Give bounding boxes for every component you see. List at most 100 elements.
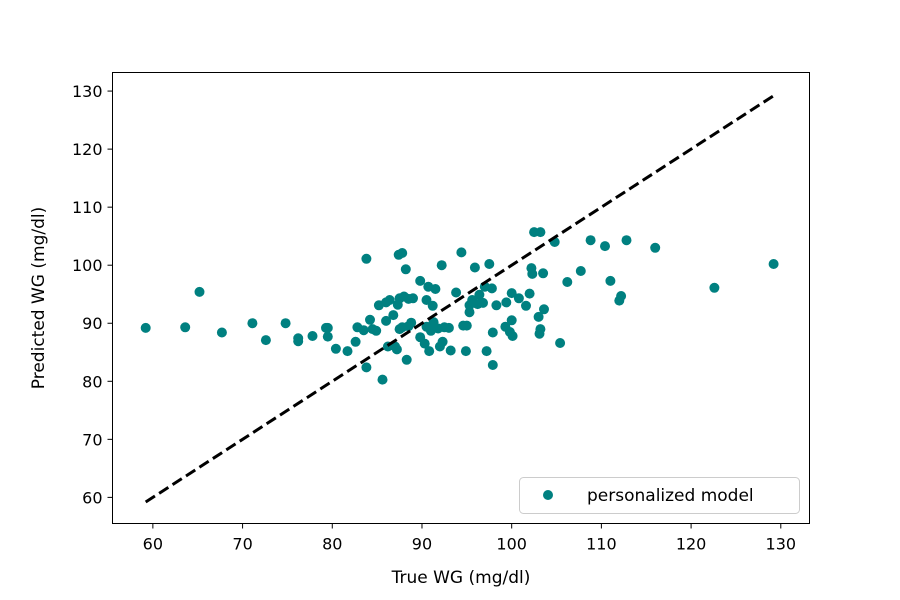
data-point bbox=[406, 317, 417, 328]
axes-frame bbox=[112, 72, 810, 524]
data-point bbox=[768, 259, 779, 269]
x-axis-label: True WG (mg/dl) bbox=[391, 568, 531, 588]
y-tick-label: 80 bbox=[82, 372, 102, 391]
data-point bbox=[621, 235, 632, 246]
legend-box bbox=[519, 477, 800, 514]
data-point bbox=[538, 268, 549, 279]
data-point bbox=[350, 336, 361, 347]
x-tick-label: 120 bbox=[676, 535, 707, 554]
data-point bbox=[443, 322, 454, 333]
data-point bbox=[384, 295, 395, 305]
data-point bbox=[293, 336, 304, 347]
data-point bbox=[427, 300, 438, 311]
data-point bbox=[709, 282, 720, 293]
data-point bbox=[513, 293, 524, 304]
data-point bbox=[307, 331, 318, 341]
data-point bbox=[539, 304, 549, 315]
data-point bbox=[474, 289, 485, 300]
data-point bbox=[650, 242, 661, 253]
data-point bbox=[555, 338, 566, 348]
y-axis-label: Predicted WG (mg/dl) bbox=[29, 207, 49, 389]
data-point bbox=[486, 283, 497, 294]
data-point bbox=[358, 325, 369, 336]
data-point bbox=[478, 297, 488, 308]
y-tick-label: 130 bbox=[72, 82, 103, 101]
data-point bbox=[194, 286, 205, 297]
data-point bbox=[507, 331, 518, 341]
data-point bbox=[524, 288, 535, 299]
data-point bbox=[330, 343, 341, 354]
data-point bbox=[460, 346, 471, 357]
data-point bbox=[322, 331, 333, 342]
data-point bbox=[365, 314, 375, 325]
y-tick-label: 90 bbox=[82, 314, 102, 333]
data-point bbox=[464, 307, 475, 318]
points-layer bbox=[140, 227, 779, 385]
data-point bbox=[456, 247, 467, 258]
data-point bbox=[461, 320, 472, 331]
data-point bbox=[361, 362, 372, 373]
data-point bbox=[140, 322, 151, 333]
legend-label: personalized model bbox=[587, 486, 754, 506]
y-tick-label: 60 bbox=[82, 488, 102, 507]
data-point bbox=[481, 346, 492, 357]
data-point bbox=[342, 346, 353, 357]
data-point bbox=[484, 259, 495, 269]
data-point bbox=[322, 322, 333, 333]
x-axis-ticks: 60 70 80 90 100 110 120 130 bbox=[143, 523, 797, 554]
y-tick-label: 120 bbox=[72, 140, 103, 159]
x-tick-label: 70 bbox=[232, 535, 252, 554]
data-point bbox=[506, 315, 517, 326]
reference-line bbox=[144, 94, 775, 504]
data-point bbox=[521, 300, 531, 311]
data-point bbox=[371, 325, 382, 336]
data-point bbox=[415, 275, 426, 286]
data-point bbox=[391, 344, 402, 355]
data-point bbox=[487, 360, 498, 370]
data-point bbox=[377, 374, 388, 385]
data-point bbox=[381, 315, 392, 326]
data-point bbox=[408, 293, 418, 304]
data-point bbox=[445, 345, 456, 356]
legend: personalized model bbox=[519, 477, 800, 514]
x-tick-label: 110 bbox=[586, 535, 617, 554]
data-point bbox=[575, 266, 586, 276]
data-point bbox=[605, 275, 616, 286]
reference-line-layer bbox=[144, 94, 775, 504]
data-point bbox=[506, 288, 517, 299]
data-point bbox=[451, 287, 462, 298]
data-point bbox=[430, 284, 441, 294]
y-tick-label: 100 bbox=[72, 256, 103, 275]
data-point bbox=[535, 324, 546, 335]
data-point bbox=[361, 253, 372, 264]
data-point bbox=[400, 264, 411, 275]
data-point bbox=[280, 318, 291, 329]
data-point bbox=[437, 336, 448, 347]
data-point bbox=[600, 241, 610, 252]
data-point bbox=[616, 291, 627, 301]
data-point bbox=[585, 235, 596, 246]
x-tick-label: 60 bbox=[143, 535, 163, 554]
x-tick-label: 130 bbox=[766, 535, 797, 554]
data-point bbox=[501, 297, 512, 308]
data-point bbox=[424, 346, 435, 357]
data-point bbox=[247, 318, 258, 329]
data-point bbox=[533, 311, 544, 322]
y-axis-ticks: 60 70 80 90 100 110 120 130 bbox=[72, 82, 113, 507]
data-point bbox=[436, 260, 447, 271]
data-point bbox=[491, 300, 502, 311]
y-tick-label: 70 bbox=[82, 430, 102, 449]
data-point bbox=[419, 338, 430, 349]
data-point bbox=[562, 277, 573, 287]
x-tick-label: 80 bbox=[322, 535, 342, 554]
data-point bbox=[401, 354, 412, 365]
data-point bbox=[527, 268, 538, 279]
legend-marker bbox=[543, 490, 553, 500]
x-tick-label: 100 bbox=[496, 535, 527, 554]
data-point bbox=[469, 262, 480, 273]
data-point bbox=[487, 327, 498, 338]
data-point bbox=[180, 322, 191, 333]
data-point bbox=[260, 335, 271, 346]
data-point bbox=[535, 227, 546, 238]
